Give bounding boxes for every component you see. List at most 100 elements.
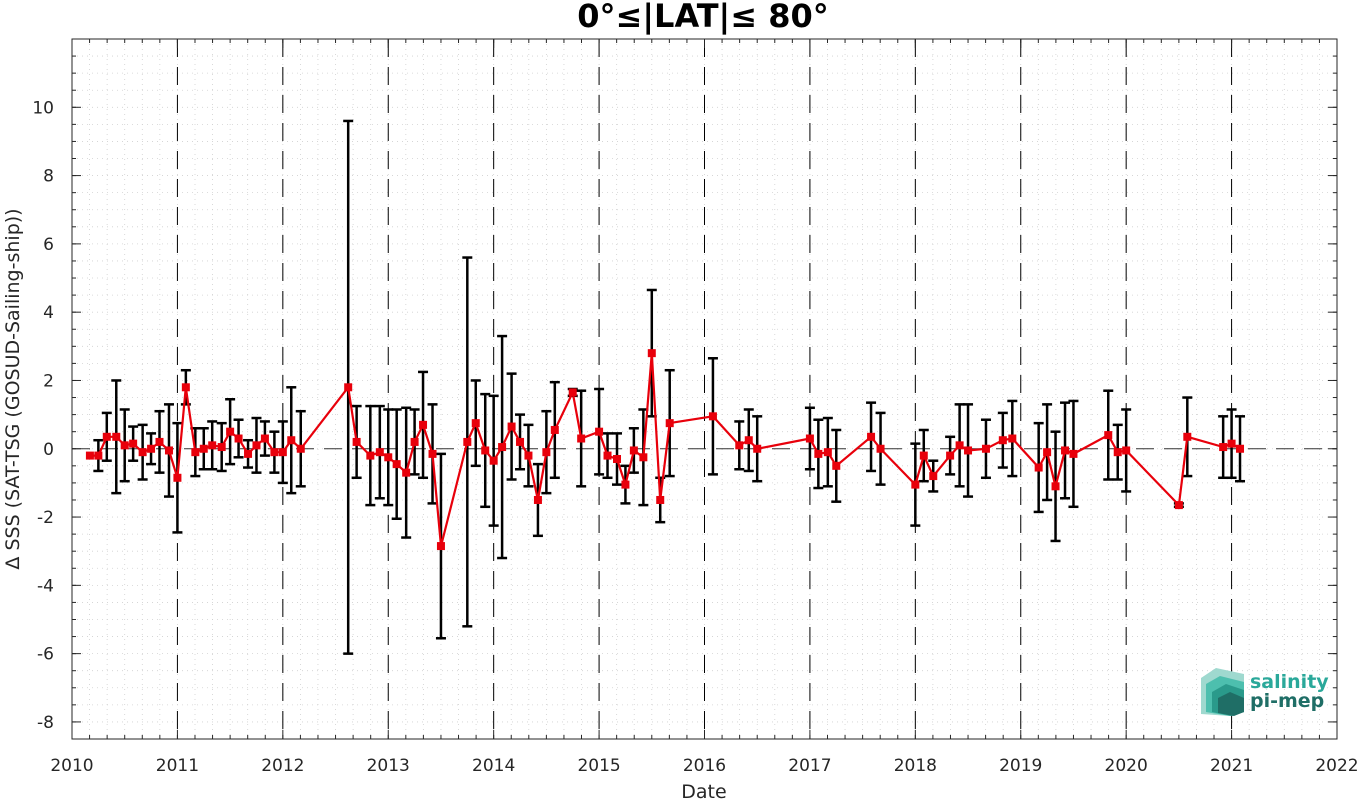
data-point: [164, 446, 173, 455]
logo-text-pi-mep: pi-mep: [1250, 690, 1324, 712]
data-point: [344, 383, 353, 392]
data-point: [252, 441, 261, 450]
data-point: [463, 437, 472, 446]
data-point: [419, 420, 428, 429]
data-point: [120, 441, 129, 450]
data-point: [1043, 448, 1052, 457]
data-point: [1069, 449, 1078, 458]
data-point: [621, 480, 630, 489]
data-point: [1219, 443, 1228, 452]
data-point: [1034, 463, 1043, 472]
x-tick-label: 2022: [1315, 756, 1358, 776]
data-point: [129, 439, 138, 448]
data-point: [603, 451, 612, 460]
data-point: [981, 444, 990, 453]
data-point: [735, 441, 744, 450]
x-tick-label: 2010: [50, 756, 93, 776]
data-point: [507, 422, 516, 431]
data-point: [226, 427, 235, 436]
series-markers: [85, 349, 1245, 551]
data-point: [744, 436, 753, 445]
data-point: [181, 383, 190, 392]
x-tick-label: 2020: [1105, 756, 1148, 776]
data-point: [533, 495, 542, 504]
y-tick-label: 10: [32, 98, 54, 118]
data-point: [481, 446, 490, 455]
data-point: [946, 451, 955, 460]
y-axis-label: Δ SSS (SAT-TSG (GOSUD-Sailing-ship)): [2, 208, 24, 569]
data-point: [1227, 439, 1236, 448]
data-point: [208, 441, 217, 450]
data-point: [1174, 501, 1183, 510]
x-tick-label: 2016: [683, 756, 726, 776]
data-point: [568, 388, 577, 397]
data-point: [629, 446, 638, 455]
y-tick-label: -2: [37, 508, 54, 528]
data-point: [1236, 444, 1245, 453]
y-tick-label: -8: [37, 713, 54, 733]
data-point: [489, 456, 498, 465]
data-point: [1061, 446, 1070, 455]
data-point: [998, 436, 1007, 445]
data-point: [919, 451, 928, 460]
y-tick-label: -6: [37, 645, 54, 665]
data-point: [402, 468, 411, 477]
data-point: [244, 449, 253, 458]
data-point: [191, 448, 200, 457]
data-point: [260, 434, 269, 443]
data-point: [498, 443, 507, 452]
data-point: [832, 461, 841, 470]
data-point: [384, 453, 393, 462]
data-point: [639, 453, 648, 462]
y-tick-label: 2: [43, 371, 54, 391]
logo-wave-icon: [1201, 668, 1244, 716]
data-point: [375, 448, 384, 457]
data-point: [155, 437, 164, 446]
data-point: [147, 444, 156, 453]
data-point: [524, 451, 533, 460]
data-point: [428, 449, 437, 458]
data-point: [647, 349, 656, 358]
x-tick-label: 2017: [788, 756, 831, 776]
data-point: [278, 448, 287, 457]
x-tick-label: 2015: [577, 756, 620, 776]
data-point: [542, 448, 551, 457]
x-tick-label: 2012: [261, 756, 304, 776]
data-point: [876, 444, 885, 453]
data-point: [1104, 431, 1113, 440]
data-point: [656, 495, 665, 504]
x-tick-label: 2018: [894, 756, 937, 776]
y-tick-labels: -8 -6 -4 -2 0 2 4 6 8 10: [32, 98, 54, 733]
y-tick-label: 8: [43, 167, 54, 187]
data-point: [296, 444, 305, 453]
y-tick-label: 4: [43, 303, 54, 323]
x-tick-label: 2019: [999, 756, 1042, 776]
data-point: [911, 480, 920, 489]
salinity-pi-mep-logo: salinity pi-mep: [1201, 668, 1329, 716]
x-tick-label: 2021: [1210, 756, 1253, 776]
data-point: [1008, 434, 1017, 443]
data-point: [1051, 482, 1060, 491]
y-tick-label: -4: [37, 576, 54, 596]
data-point: [85, 451, 94, 460]
axis-ticks: [71, 38, 1338, 740]
data-point: [138, 448, 147, 457]
data-point: [234, 434, 243, 443]
data-point: [867, 432, 876, 441]
data-point: [112, 432, 121, 441]
data-point: [436, 542, 445, 551]
x-axis-label: Date: [681, 781, 726, 801]
data-point: [217, 443, 226, 452]
y-tick-label: 6: [43, 235, 54, 255]
data-point: [392, 460, 401, 469]
data-point: [613, 455, 622, 463]
data-point: [814, 449, 823, 458]
data-point: [352, 437, 361, 446]
data-point: [964, 446, 973, 455]
data-point: [102, 432, 111, 441]
data-point: [287, 436, 296, 445]
data-point: [577, 434, 586, 443]
data-point: [270, 448, 279, 457]
x-tick-labels: 2010 2011 2012 2013 2014 2015 2016 2017 2018 2019…: [50, 756, 1358, 776]
